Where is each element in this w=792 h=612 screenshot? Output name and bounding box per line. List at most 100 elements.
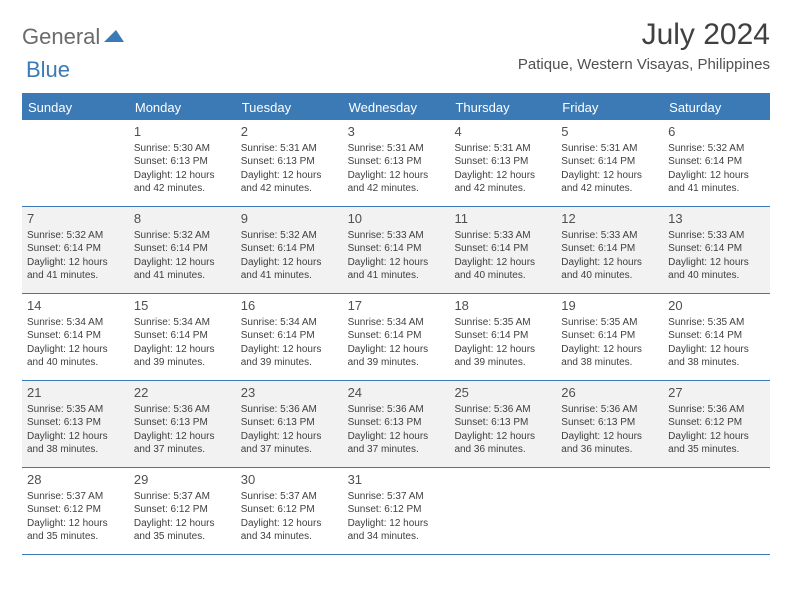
sunset-text: Sunset: 6:12 PM — [134, 503, 231, 517]
sunrise-text: Sunrise: 5:37 AM — [27, 490, 124, 504]
day-number: 25 — [454, 384, 551, 402]
daylight-text: Daylight: 12 hours and 36 minutes. — [454, 430, 551, 457]
sunrise-text: Sunrise: 5:31 AM — [241, 142, 338, 156]
calendar-day: 31Sunrise: 5:37 AMSunset: 6:12 PMDayligh… — [343, 468, 450, 554]
day-number: 6 — [668, 123, 765, 141]
daylight-text: Daylight: 12 hours and 40 minutes. — [668, 256, 765, 283]
day-number: 20 — [668, 297, 765, 315]
sunset-text: Sunset: 6:13 PM — [27, 416, 124, 430]
calendar-day — [663, 468, 770, 554]
daylight-text: Daylight: 12 hours and 41 minutes. — [134, 256, 231, 283]
sunrise-text: Sunrise: 5:33 AM — [348, 229, 445, 243]
calendar-day: 5Sunrise: 5:31 AMSunset: 6:14 PMDaylight… — [556, 120, 663, 206]
daylight-text: Daylight: 12 hours and 34 minutes. — [348, 517, 445, 544]
sunset-text: Sunset: 6:13 PM — [561, 416, 658, 430]
calendar-day: 27Sunrise: 5:36 AMSunset: 6:12 PMDayligh… — [663, 381, 770, 467]
day-number: 11 — [454, 210, 551, 228]
sunrise-text: Sunrise: 5:31 AM — [454, 142, 551, 156]
calendar-day: 21Sunrise: 5:35 AMSunset: 6:13 PMDayligh… — [22, 381, 129, 467]
calendar-day: 6Sunrise: 5:32 AMSunset: 6:14 PMDaylight… — [663, 120, 770, 206]
calendar-day: 18Sunrise: 5:35 AMSunset: 6:14 PMDayligh… — [449, 294, 556, 380]
daylight-text: Daylight: 12 hours and 40 minutes. — [561, 256, 658, 283]
sunset-text: Sunset: 6:14 PM — [561, 329, 658, 343]
calendar-day: 3Sunrise: 5:31 AMSunset: 6:13 PMDaylight… — [343, 120, 450, 206]
sunrise-text: Sunrise: 5:36 AM — [241, 403, 338, 417]
sunset-text: Sunset: 6:12 PM — [27, 503, 124, 517]
calendar-day: 10Sunrise: 5:33 AMSunset: 6:14 PMDayligh… — [343, 207, 450, 293]
sunset-text: Sunset: 6:14 PM — [241, 329, 338, 343]
logo-text-blue: Blue — [26, 57, 70, 82]
day-number: 15 — [134, 297, 231, 315]
day-number: 21 — [27, 384, 124, 402]
sunset-text: Sunset: 6:14 PM — [134, 242, 231, 256]
daylight-text: Daylight: 12 hours and 38 minutes. — [27, 430, 124, 457]
day-number: 22 — [134, 384, 231, 402]
day-number: 4 — [454, 123, 551, 141]
daylight-text: Daylight: 12 hours and 41 minutes. — [27, 256, 124, 283]
day-number: 30 — [241, 471, 338, 489]
day-number: 13 — [668, 210, 765, 228]
weekday-header: Tuesday — [236, 95, 343, 120]
calendar-week: 7Sunrise: 5:32 AMSunset: 6:14 PMDaylight… — [22, 207, 770, 294]
day-number: 3 — [348, 123, 445, 141]
logo-text-general: General — [22, 24, 100, 50]
logo: General — [22, 18, 126, 50]
daylight-text: Daylight: 12 hours and 39 minutes. — [134, 343, 231, 370]
sunrise-text: Sunrise: 5:33 AM — [454, 229, 551, 243]
calendar-day: 28Sunrise: 5:37 AMSunset: 6:12 PMDayligh… — [22, 468, 129, 554]
sunrise-text: Sunrise: 5:37 AM — [348, 490, 445, 504]
day-number: 10 — [348, 210, 445, 228]
sunrise-text: Sunrise: 5:35 AM — [668, 316, 765, 330]
weekday-header: Thursday — [449, 95, 556, 120]
sunset-text: Sunset: 6:13 PM — [454, 416, 551, 430]
calendar-day: 30Sunrise: 5:37 AMSunset: 6:12 PMDayligh… — [236, 468, 343, 554]
sunset-text: Sunset: 6:14 PM — [27, 242, 124, 256]
weekday-header: Sunday — [22, 95, 129, 120]
sunrise-text: Sunrise: 5:37 AM — [241, 490, 338, 504]
daylight-text: Daylight: 12 hours and 37 minutes. — [241, 430, 338, 457]
daylight-text: Daylight: 12 hours and 38 minutes. — [561, 343, 658, 370]
page-subtitle: Patique, Western Visayas, Philippines — [518, 56, 770, 73]
sunset-text: Sunset: 6:14 PM — [241, 242, 338, 256]
sunrise-text: Sunrise: 5:32 AM — [668, 142, 765, 156]
daylight-text: Daylight: 12 hours and 39 minutes. — [241, 343, 338, 370]
sunrise-text: Sunrise: 5:37 AM — [134, 490, 231, 504]
calendar-day: 22Sunrise: 5:36 AMSunset: 6:13 PMDayligh… — [129, 381, 236, 467]
sunrise-text: Sunrise: 5:36 AM — [134, 403, 231, 417]
daylight-text: Daylight: 12 hours and 36 minutes. — [561, 430, 658, 457]
calendar: Sunday Monday Tuesday Wednesday Thursday… — [22, 93, 770, 555]
day-number: 17 — [348, 297, 445, 315]
daylight-text: Daylight: 12 hours and 34 minutes. — [241, 517, 338, 544]
sunrise-text: Sunrise: 5:30 AM — [134, 142, 231, 156]
daylight-text: Daylight: 12 hours and 40 minutes. — [454, 256, 551, 283]
calendar-day: 8Sunrise: 5:32 AMSunset: 6:14 PMDaylight… — [129, 207, 236, 293]
day-number: 19 — [561, 297, 658, 315]
calendar-day: 25Sunrise: 5:36 AMSunset: 6:13 PMDayligh… — [449, 381, 556, 467]
daylight-text: Daylight: 12 hours and 42 minutes. — [561, 169, 658, 196]
sunset-text: Sunset: 6:14 PM — [348, 242, 445, 256]
sunrise-text: Sunrise: 5:35 AM — [561, 316, 658, 330]
sunset-text: Sunset: 6:12 PM — [241, 503, 338, 517]
sunset-text: Sunset: 6:14 PM — [668, 155, 765, 169]
calendar-day: 1Sunrise: 5:30 AMSunset: 6:13 PMDaylight… — [129, 120, 236, 206]
sunset-text: Sunset: 6:14 PM — [27, 329, 124, 343]
weekday-header-row: Sunday Monday Tuesday Wednesday Thursday… — [22, 95, 770, 120]
calendar-day: 12Sunrise: 5:33 AMSunset: 6:14 PMDayligh… — [556, 207, 663, 293]
sunset-text: Sunset: 6:12 PM — [668, 416, 765, 430]
daylight-text: Daylight: 12 hours and 42 minutes. — [241, 169, 338, 196]
calendar-day — [556, 468, 663, 554]
day-number: 8 — [134, 210, 231, 228]
sunrise-text: Sunrise: 5:34 AM — [241, 316, 338, 330]
daylight-text: Daylight: 12 hours and 35 minutes. — [668, 430, 765, 457]
sunrise-text: Sunrise: 5:32 AM — [134, 229, 231, 243]
daylight-text: Daylight: 12 hours and 41 minutes. — [241, 256, 338, 283]
sunset-text: Sunset: 6:14 PM — [668, 242, 765, 256]
sunrise-text: Sunrise: 5:34 AM — [348, 316, 445, 330]
sunrise-text: Sunrise: 5:33 AM — [668, 229, 765, 243]
calendar-day: 16Sunrise: 5:34 AMSunset: 6:14 PMDayligh… — [236, 294, 343, 380]
day-number: 26 — [561, 384, 658, 402]
calendar-day: 26Sunrise: 5:36 AMSunset: 6:13 PMDayligh… — [556, 381, 663, 467]
day-number: 27 — [668, 384, 765, 402]
daylight-text: Daylight: 12 hours and 39 minutes. — [348, 343, 445, 370]
daylight-text: Daylight: 12 hours and 38 minutes. — [668, 343, 765, 370]
